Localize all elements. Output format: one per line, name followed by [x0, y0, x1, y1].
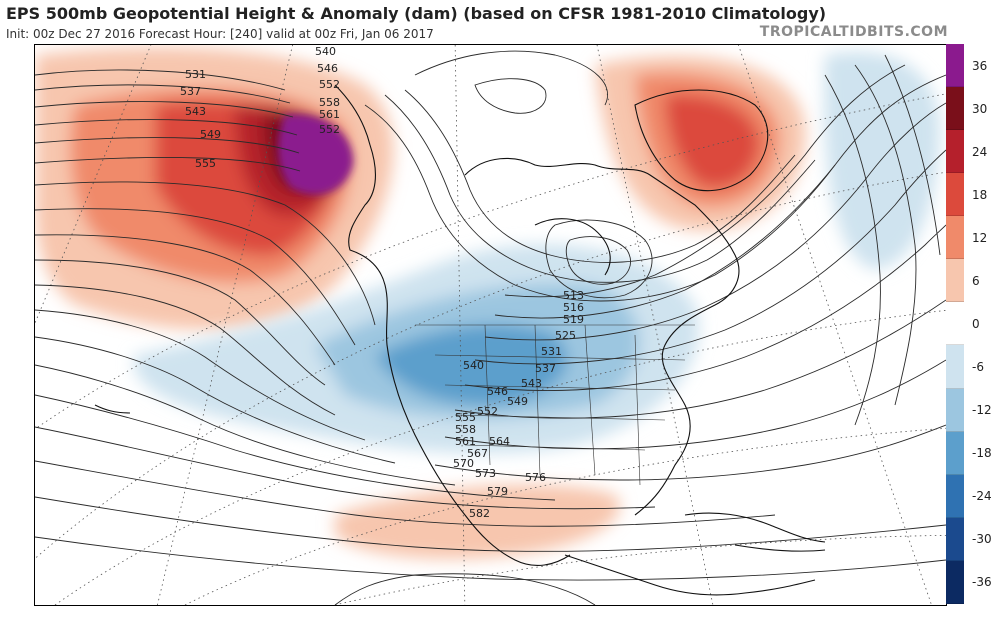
brand-watermark[interactable]: TROPICALTIDBITS.COM — [759, 24, 948, 40]
contour-label: 537 — [180, 85, 201, 98]
colorbar-swatch — [946, 517, 964, 561]
contour-label: 555 — [195, 157, 216, 170]
contour-labels: 531 537 543 549 555 540 546 552 558 561 … — [180, 45, 584, 520]
contour-label: 564 — [489, 435, 510, 448]
colorbar-label: 0 — [972, 317, 980, 331]
map-canvas: 531 537 543 549 555 540 546 552 558 561 … — [35, 45, 946, 605]
colorbar-label: -12 — [972, 403, 992, 418]
contour-label: 555 — [455, 411, 476, 424]
contour-label: 531 — [185, 68, 206, 81]
colorbar-label: 6 — [972, 273, 980, 288]
contour-label: 540 — [463, 359, 484, 372]
colorbar-label: 30 — [972, 101, 988, 116]
colorbar-swatch — [946, 302, 964, 346]
contour-label: 543 — [185, 105, 206, 118]
contour-label: 525 — [555, 329, 576, 342]
anomaly-map: 531 537 543 549 555 540 546 552 558 561 … — [34, 44, 947, 606]
contour-label: 540 — [315, 45, 336, 58]
contour-label: 546 — [487, 385, 508, 398]
contour-label: 561 — [319, 108, 340, 121]
colorbar-swatch — [946, 130, 964, 174]
positive-anomaly-mexico — [335, 484, 621, 559]
height-contours — [35, 50, 946, 605]
colorbar-label: -24 — [972, 489, 992, 504]
colorbar-swatch — [946, 216, 964, 260]
contour-label: 537 — [535, 362, 556, 375]
colorbar-label: 12 — [972, 230, 988, 245]
contour-label: 576 — [525, 471, 546, 484]
colorbar-swatch — [946, 259, 964, 303]
anomaly-maximum-alaska — [278, 114, 353, 195]
colorbar-label: 24 — [972, 144, 988, 159]
contour-label: 579 — [487, 485, 508, 498]
colorbar-swatch — [946, 87, 964, 131]
contour-label: 558 — [455, 423, 476, 436]
colorbar-label: 18 — [972, 187, 988, 202]
contour-label: 549 — [507, 395, 528, 408]
colorbar-label: -6 — [972, 360, 984, 375]
contour-label: 567 — [467, 447, 488, 460]
contour-label: 573 — [475, 467, 496, 480]
contour-label: 552 — [319, 123, 340, 136]
colorbar-swatch — [946, 560, 964, 604]
map-title: EPS 500mb Geopotential Height & Anomaly … — [6, 4, 827, 23]
colorbar-swatch — [946, 44, 964, 88]
contour-label: 552 — [319, 78, 340, 91]
contour-label: 549 — [200, 128, 221, 141]
anomaly-colorbar — [946, 44, 964, 604]
colorbar-label: 36 — [972, 58, 988, 73]
contour-label: 570 — [453, 457, 474, 470]
positive-anomaly-greenland — [595, 55, 806, 231]
colorbar-label: -30 — [972, 532, 992, 547]
contour-label: 561 — [455, 435, 476, 448]
colorbar-swatch — [946, 474, 964, 518]
colorbar-swatch — [946, 431, 964, 475]
contour-label: 516 — [563, 301, 584, 314]
colorbar-label: -18 — [972, 446, 992, 461]
contour-label: 531 — [541, 345, 562, 358]
colorbar-swatch — [946, 388, 964, 432]
map-subtitle: Init: 00z Dec 27 2016 Forecast Hour: [24… — [6, 27, 434, 41]
contour-label: 543 — [521, 377, 542, 390]
state-borders — [415, 324, 695, 486]
contour-label: 552 — [477, 405, 498, 418]
colorbar-swatch — [946, 345, 964, 389]
contour-label: 558 — [319, 96, 340, 109]
contour-label: 513 — [563, 289, 584, 302]
contour-label: 546 — [317, 62, 338, 75]
colorbar-label: -36 — [972, 575, 992, 590]
coastlines — [94, 84, 826, 596]
colorbar-swatch — [946, 173, 964, 217]
contour-label: 519 — [563, 313, 584, 326]
contour-label: 582 — [469, 507, 490, 520]
